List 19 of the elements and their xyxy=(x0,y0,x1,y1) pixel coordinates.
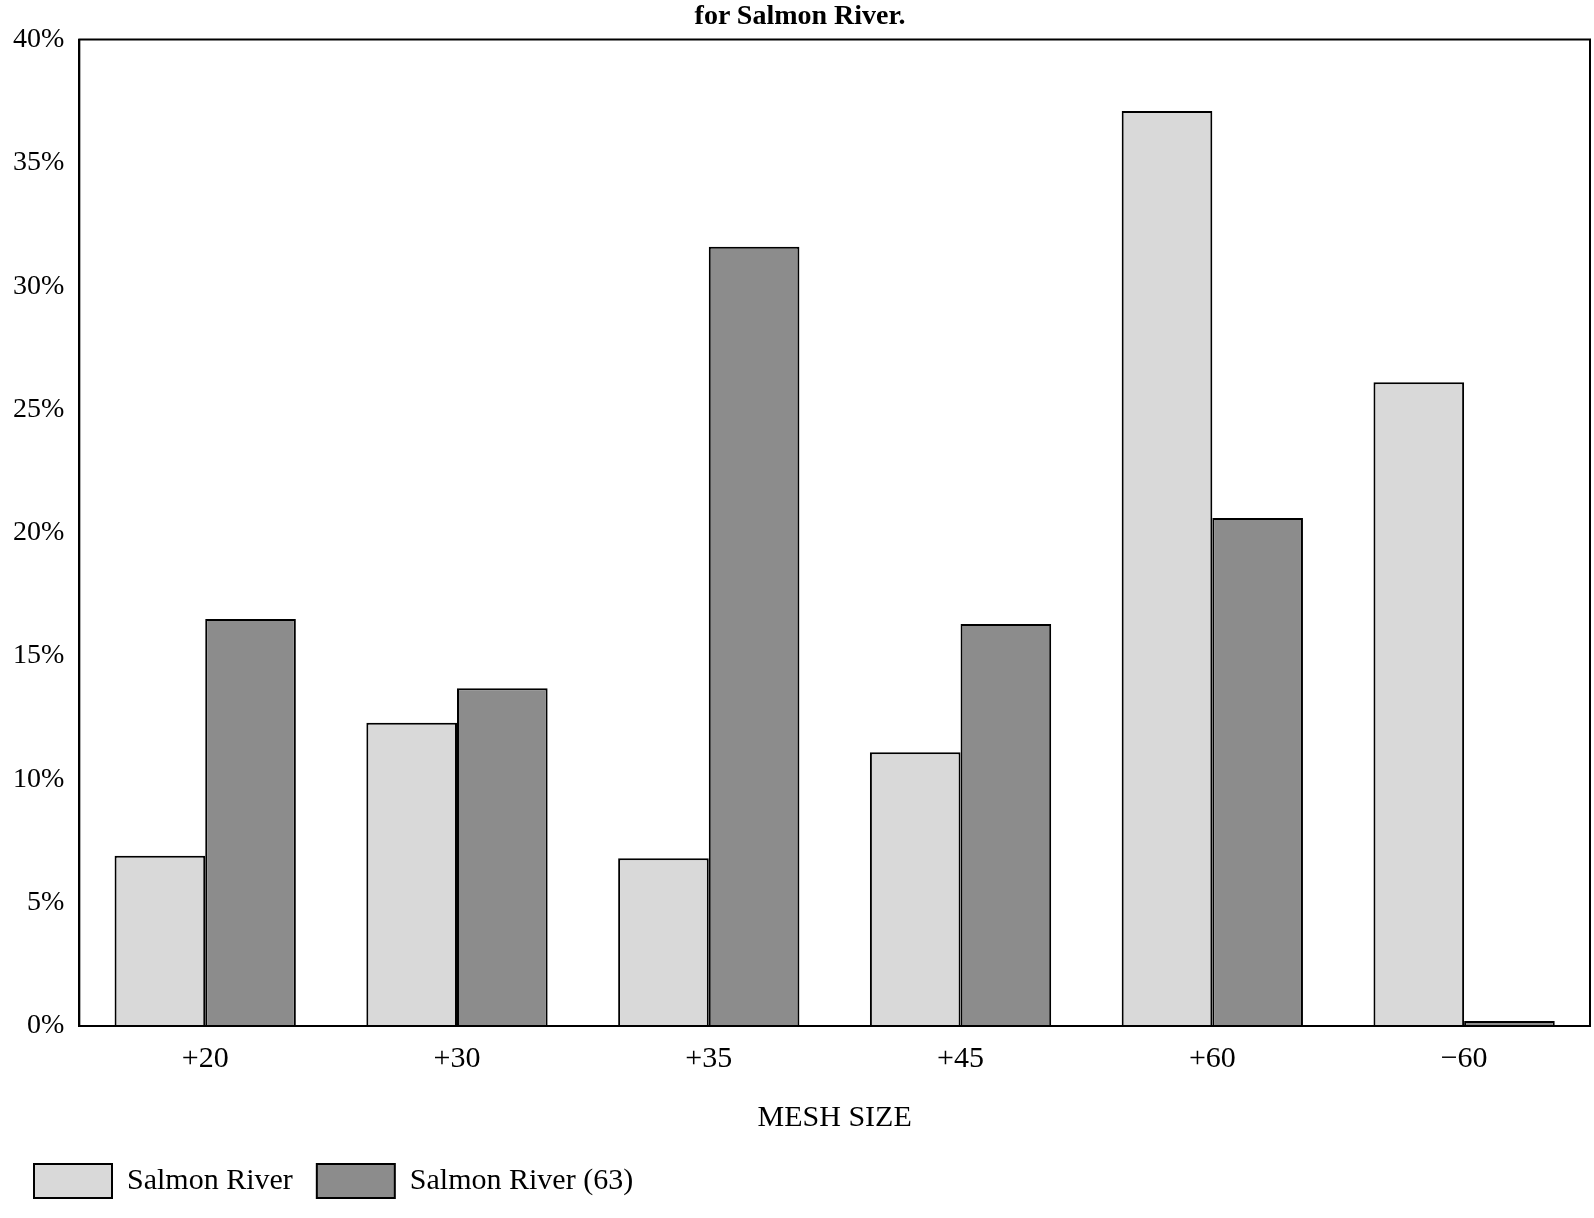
legend-label: Salmon River (63) xyxy=(409,1161,634,1196)
y-tick-label: 30% xyxy=(13,268,65,300)
x-tick-label: +60 xyxy=(1188,1039,1236,1073)
y-tick-label: 40% xyxy=(13,21,65,53)
x-tick-label: +20 xyxy=(181,1039,229,1073)
x-tick-label: +30 xyxy=(433,1039,481,1073)
chart-title: for Salmon River. xyxy=(694,0,906,31)
y-tick-label: 10% xyxy=(13,761,65,793)
x-tick-label: +45 xyxy=(937,1039,985,1073)
y-tick-label: 25% xyxy=(13,391,65,423)
y-tick-label: 20% xyxy=(13,515,65,547)
x-tick-label: +35 xyxy=(685,1039,733,1073)
y-tick-label: 0% xyxy=(27,1008,65,1040)
x-tick-label: −60 xyxy=(1440,1039,1488,1073)
legend-label: Salmon River xyxy=(127,1161,293,1195)
y-tick-label: 35% xyxy=(13,145,65,177)
y-tick-label: 15% xyxy=(13,638,65,670)
x-axis-title: MESH SIZE xyxy=(757,1098,912,1132)
y-tick-label: 5% xyxy=(27,885,65,917)
